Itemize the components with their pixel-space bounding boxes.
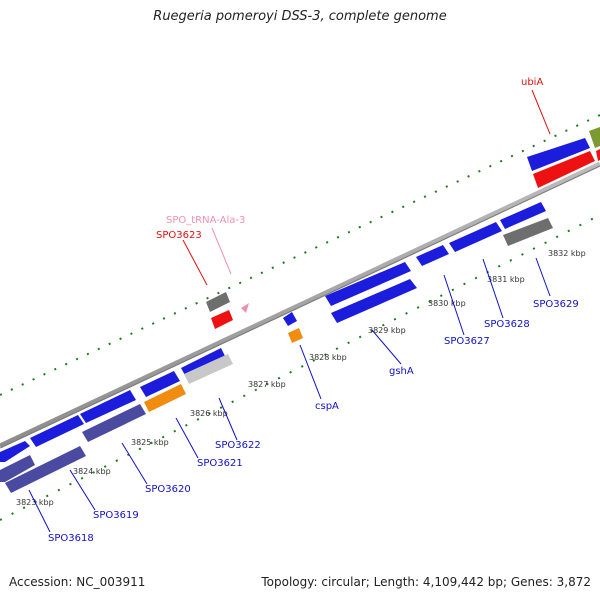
gene-label-spo3622: SPO3622	[215, 440, 261, 451]
gene-label-spo3623: SPO3623	[156, 230, 202, 241]
gene-red-ubia	[533, 151, 595, 188]
gene-ubia-blue	[527, 138, 590, 171]
genes[interactable]	[0, 127, 600, 493]
gene-spo3625	[325, 262, 411, 306]
gc-row-inner	[0, 214, 600, 521]
gc-row-outer	[0, 114, 600, 396]
scale-label-3831: 3831 kbp	[487, 275, 525, 284]
gene-orange-cspa	[288, 328, 303, 343]
gene-spo3621-upper	[140, 371, 180, 397]
gene-olive	[589, 127, 600, 148]
gene-cspa-blue	[283, 312, 297, 326]
gc-ticks	[0, 114, 600, 521]
scale-label-3825: 3825 kbp	[131, 438, 169, 447]
accession-label: Accession: NC_003911	[9, 575, 146, 589]
gene-spo3619-upper	[30, 415, 84, 447]
gene-label-spo3621: SPO3621	[197, 458, 243, 469]
gene-spo3629	[500, 202, 546, 229]
gene-spo3620-upper	[80, 390, 136, 423]
gene-spo3628	[449, 222, 502, 252]
gene-spo3626	[331, 279, 417, 323]
gene-label-spo3620: SPO3620	[145, 484, 191, 495]
gene-label-gsha: gshA	[389, 366, 414, 377]
backbone	[0, 161, 600, 449]
gene-label-spo3619: SPO3619	[93, 510, 139, 521]
gene-spo3627	[416, 245, 449, 266]
map-title: Ruegeria pomeroyi DSS-3, complete genome	[153, 9, 447, 24]
gene-gray-right	[503, 218, 553, 246]
gene-label-ubia: ubiA	[521, 77, 543, 88]
gene-label-spo3629: SPO3629	[533, 299, 579, 310]
scale-label-3827: 3827 kbp	[248, 380, 286, 389]
scale-label-3826: 3826 kbp	[190, 409, 228, 418]
gene-purple-1	[0, 455, 35, 482]
scale-labels: 3823 kbp 3824 kbp 3825 kbp 3826 kbp 3827…	[16, 249, 586, 507]
gene-spo3622-upper	[181, 348, 226, 377]
scale-label-3824: 3824 kbp	[73, 467, 111, 476]
scale-label-3829: 3829 kbp	[368, 326, 406, 335]
scale-label-3832: 3832 kbp	[548, 249, 586, 258]
gene-purple-2	[5, 446, 86, 493]
gene-purple-3	[82, 404, 146, 442]
genome-summary: Topology: circular; Length: 4,109,442 bp…	[261, 575, 591, 589]
scale-label-3828: 3828 kbp	[309, 353, 347, 362]
scale-label-3830: 3830 kbp	[428, 299, 466, 308]
gene-red-edge	[596, 149, 600, 161]
gene-labels: SPO3618 SPO3619 SPO3620 SPO3621 SPO3622 …	[48, 77, 579, 544]
gene-orange-1	[144, 384, 186, 412]
gene-lightgray	[184, 354, 233, 384]
gene-trna	[241, 303, 249, 313]
gene-label-trna: SPO_tRNA-Ala-3	[166, 215, 245, 226]
gene-gray-spo3623	[206, 292, 230, 312]
gene-spo3618	[0, 441, 30, 462]
gene-label-spo3627: SPO3627	[444, 336, 490, 347]
label-leaders	[28, 89, 551, 533]
gene-label-cspa: cspA	[315, 401, 339, 412]
gene-red-spo3623	[211, 310, 233, 329]
backbone-line	[0, 161, 600, 449]
gene-label-spo3628: SPO3628	[484, 319, 530, 330]
gene-label-spo3618: SPO3618	[48, 533, 94, 544]
